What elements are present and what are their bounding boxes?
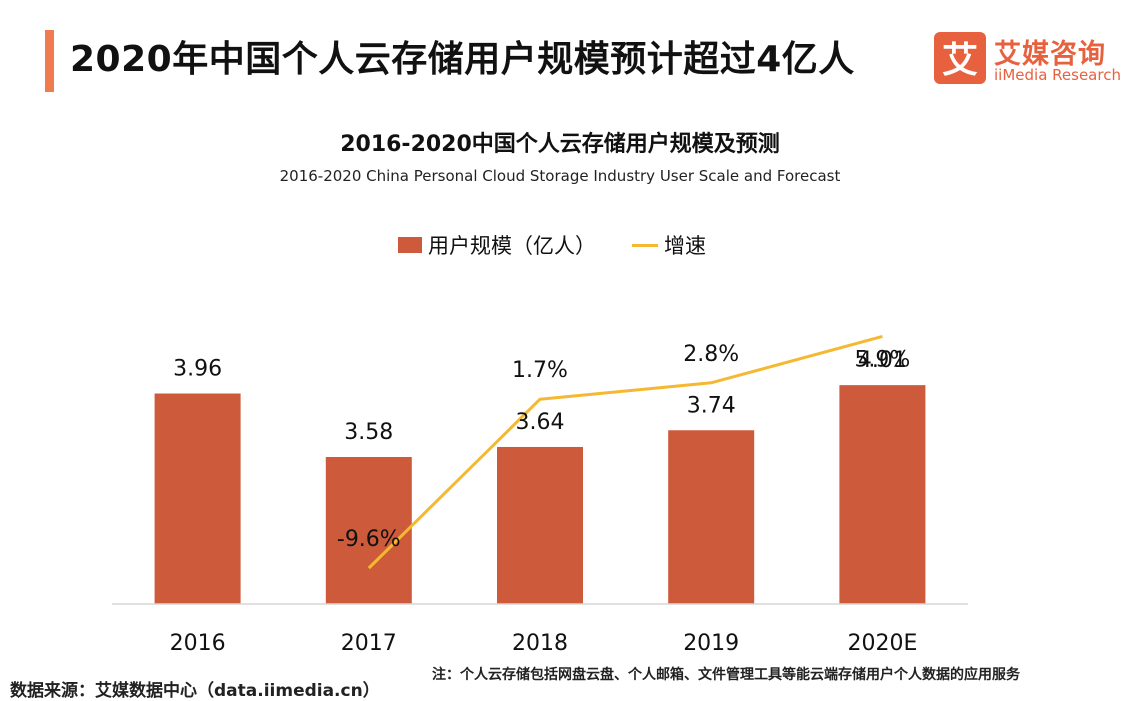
bar-2019 [668,430,755,604]
bar-label-2016: 3.96 [173,357,222,382]
logo-mark-text: 艾 [942,40,978,81]
growth-label-2018: 1.7% [512,358,568,383]
logo-cn-text: 艾媒咨询 [994,39,1106,70]
x-tick-2020e: 2020E [847,631,917,656]
source-note: 数据来源：艾媒数据中心（data.iimedia.cn） [10,681,380,701]
growth-label-2019: 2.8% [683,342,739,367]
legend-bar-swatch [398,237,422,253]
bar-2017 [325,456,412,604]
x-tick-2018: 2018 [512,631,568,656]
growth-label-2020e: 5.9% [854,347,910,372]
footnote: 注：个人云存储包括网盘云盘、个人邮箱、文件管理工具等能云端存储用户个人数据的应用… [432,667,1020,683]
bar-2020e [839,385,926,604]
chart-subtitle: 2016-2020 China Personal Cloud Storage I… [279,167,841,185]
x-tick-2016: 2016 [170,631,226,656]
growth-label-2017: -9.6% [337,527,401,552]
bar-2018 [497,446,583,604]
legend-label-users: 用户规模（亿人） [428,234,596,258]
x-tick-2019: 2019 [683,631,739,656]
x-tick-2017: 2017 [341,631,397,656]
legend-item-users: 用户规模（亿人） [398,230,596,260]
legend-item-growth: 增速 [632,230,706,260]
legend-label-growth: 增速 [664,234,706,258]
title-accent-bar [45,30,54,92]
bar-label-2017: 3.58 [344,420,393,445]
bar-label-2020e: 4.01 [858,348,907,373]
bar-line-chart: 3.96 3.58 3.64 3.74 4.01 -9.6% 1.7% 2.8% 5.9% 20… [112,334,968,656]
growth-line [367,334,883,570]
bar-label-2018: 3.64 [516,410,565,435]
chart-legend: 用户规模（亿人） 增速 [0,230,1104,260]
legend-line-swatch [632,243,658,247]
brand-logo: 艾 艾媒咨询 iiMedia Research [934,32,1121,86]
bar-2016 [154,393,241,604]
logo-mark-icon: 艾 [934,32,986,84]
chart-title: 2016-2020中国个人云存储用户规模及预测 [340,132,780,157]
page-title: 2020年中国个人云存储用户规模预计超过4亿人 [70,39,855,80]
logo-en-text: iiMedia Research [994,66,1121,84]
bar-label-2019: 3.74 [687,393,736,418]
